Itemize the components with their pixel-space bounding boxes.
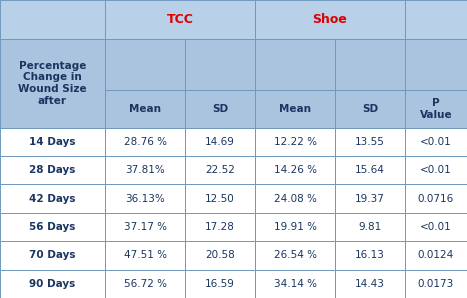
Bar — [335, 90, 405, 128]
Text: <0.01: <0.01 — [420, 222, 452, 232]
Bar — [0, 270, 105, 298]
Bar — [185, 156, 255, 184]
Text: 0.0716: 0.0716 — [418, 194, 454, 204]
Bar — [0, 213, 105, 241]
Text: 47.51 %: 47.51 % — [123, 250, 167, 260]
Bar — [405, 184, 467, 213]
Text: <0.01: <0.01 — [420, 165, 452, 175]
Text: 19.37: 19.37 — [355, 194, 385, 204]
Bar — [185, 184, 255, 213]
Text: Mean: Mean — [129, 104, 161, 114]
Text: 17.28: 17.28 — [205, 222, 235, 232]
Bar — [255, 156, 335, 184]
Text: Mean: Mean — [279, 104, 311, 114]
Text: 16.13: 16.13 — [355, 250, 385, 260]
Bar — [105, 270, 185, 298]
Bar — [405, 128, 467, 156]
Text: 42 Days: 42 Days — [29, 194, 76, 204]
Text: 56 Days: 56 Days — [29, 222, 76, 232]
Text: 14.69: 14.69 — [205, 137, 235, 147]
Text: Percentage
Change in
Wound Size
after: Percentage Change in Wound Size after — [18, 61, 87, 105]
Text: 22.52: 22.52 — [205, 165, 235, 175]
Bar — [0, 184, 105, 213]
Bar — [405, 156, 467, 184]
Text: 20.58: 20.58 — [205, 250, 235, 260]
Bar — [0, 38, 105, 128]
Bar — [405, 213, 467, 241]
Text: 16.59: 16.59 — [205, 279, 235, 289]
Bar — [185, 128, 255, 156]
Bar — [0, 128, 105, 156]
Text: TCC: TCC — [167, 13, 193, 26]
Bar — [0, 241, 105, 270]
Text: 28.76 %: 28.76 % — [123, 137, 167, 147]
Bar — [105, 213, 185, 241]
Text: SD: SD — [212, 104, 228, 114]
Bar — [105, 156, 185, 184]
Bar — [255, 128, 335, 156]
Bar — [105, 90, 185, 128]
Bar — [0, 156, 105, 184]
Text: 37.81%: 37.81% — [125, 165, 165, 175]
Bar — [0, 0, 105, 38]
Text: P
Value: P Value — [420, 98, 453, 120]
Bar — [335, 128, 405, 156]
Text: 14 Days: 14 Days — [29, 137, 76, 147]
Text: 36.13%: 36.13% — [125, 194, 165, 204]
Bar — [255, 38, 335, 90]
Bar — [405, 270, 467, 298]
Bar — [255, 213, 335, 241]
Bar — [405, 90, 467, 128]
Text: 13.55: 13.55 — [355, 137, 385, 147]
Text: 9.81: 9.81 — [358, 222, 382, 232]
Text: 0.0173: 0.0173 — [418, 279, 454, 289]
Text: <0.01: <0.01 — [420, 137, 452, 147]
Text: 37.17 %: 37.17 % — [123, 222, 167, 232]
Bar — [255, 184, 335, 213]
Text: SD: SD — [362, 104, 378, 114]
Text: 26.54 %: 26.54 % — [274, 250, 317, 260]
Bar — [335, 270, 405, 298]
Bar — [105, 241, 185, 270]
Bar — [185, 38, 255, 90]
Text: 19.91 %: 19.91 % — [274, 222, 317, 232]
Bar — [185, 90, 255, 128]
Bar — [335, 38, 405, 90]
Bar — [105, 38, 185, 90]
Bar — [255, 270, 335, 298]
Bar — [185, 270, 255, 298]
Bar — [335, 241, 405, 270]
Bar — [405, 0, 467, 38]
Text: 14.26 %: 14.26 % — [274, 165, 317, 175]
Bar — [335, 184, 405, 213]
Text: 12.22 %: 12.22 % — [274, 137, 317, 147]
Bar — [185, 241, 255, 270]
Bar — [105, 0, 255, 38]
Bar — [405, 241, 467, 270]
Text: 12.50: 12.50 — [205, 194, 235, 204]
Text: 24.08 %: 24.08 % — [274, 194, 317, 204]
Text: 34.14 %: 34.14 % — [274, 279, 317, 289]
Bar — [255, 241, 335, 270]
Bar — [105, 184, 185, 213]
Bar — [335, 213, 405, 241]
Bar — [105, 128, 185, 156]
Text: 70 Days: 70 Days — [29, 250, 76, 260]
Bar — [185, 213, 255, 241]
Text: 14.43: 14.43 — [355, 279, 385, 289]
Bar — [255, 90, 335, 128]
Bar — [405, 38, 467, 90]
Text: 28 Days: 28 Days — [29, 165, 76, 175]
Text: 56.72 %: 56.72 % — [123, 279, 167, 289]
Text: Shoe: Shoe — [312, 13, 347, 26]
Bar — [255, 0, 405, 38]
Text: 90 Days: 90 Days — [29, 279, 76, 289]
Bar — [335, 156, 405, 184]
Text: 15.64: 15.64 — [355, 165, 385, 175]
Text: 0.0124: 0.0124 — [418, 250, 454, 260]
